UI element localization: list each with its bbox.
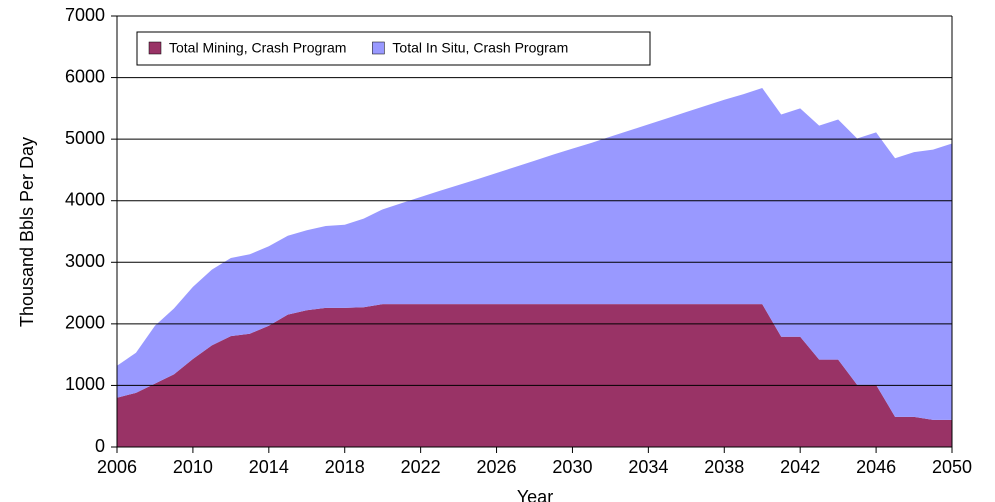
y-tick-label: 1000: [65, 374, 105, 394]
x-axis-title: Year: [517, 487, 553, 502]
x-tick-label: 2018: [325, 457, 365, 477]
legend-swatch: [148, 41, 162, 55]
y-tick-label: 0: [95, 436, 105, 456]
y-tick-label: 4000: [65, 189, 105, 209]
y-tick-label: 7000: [65, 5, 105, 25]
x-tick-label: 2030: [552, 457, 592, 477]
x-tick-label: 2046: [856, 457, 896, 477]
y-axis-title: Thousand Bbls Per Day: [17, 137, 37, 327]
y-tick-label: 2000: [65, 313, 105, 333]
x-tick-label: 2050: [932, 457, 972, 477]
x-tick-label: 2006: [97, 457, 137, 477]
x-tick-label: 2042: [780, 457, 820, 477]
y-tick-label: 5000: [65, 128, 105, 148]
x-tick-label: 2038: [704, 457, 744, 477]
x-tick-label: 2022: [401, 457, 441, 477]
x-tick-label: 2014: [249, 457, 289, 477]
legend-box: [136, 31, 651, 66]
area: [117, 88, 952, 420]
area: [117, 304, 952, 447]
legend-swatch: [372, 41, 385, 55]
legend-label: Total In Situ, Crash Program: [392, 40, 568, 56]
y-tick-label: 3000: [65, 251, 105, 271]
x-tick-label: 2026: [477, 457, 517, 477]
legend-label: Total Mining, Crash Program: [169, 40, 346, 56]
x-tick-label: 2010: [173, 457, 213, 477]
x-tick-label: 2034: [628, 457, 668, 477]
y-tick-label: 6000: [65, 66, 105, 86]
